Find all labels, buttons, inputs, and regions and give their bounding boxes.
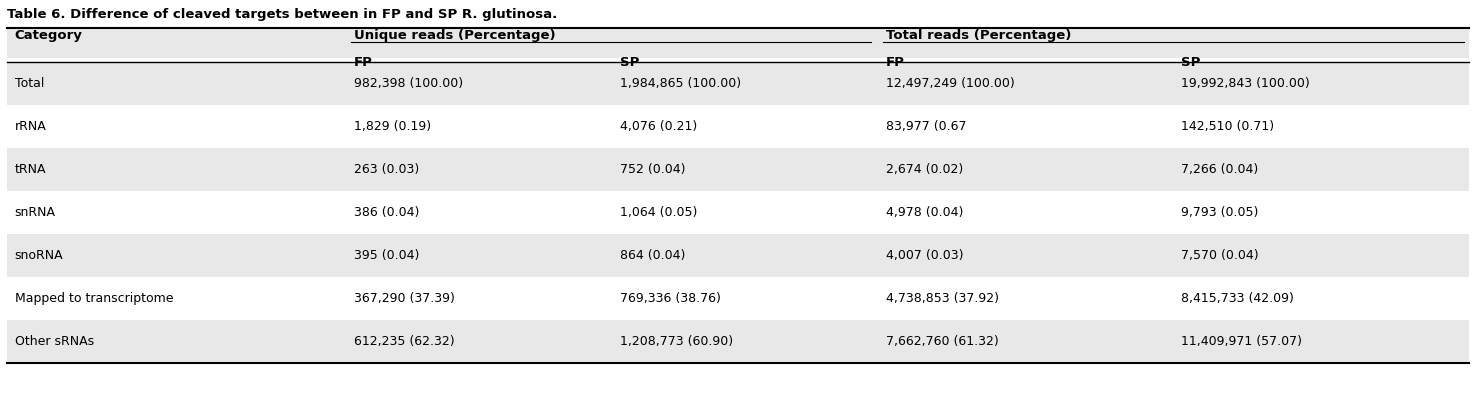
Bar: [7, 191, 1469, 234]
Text: 2,674 (0.02): 2,674 (0.02): [886, 163, 962, 176]
Text: snoRNA: snoRNA: [15, 249, 63, 261]
Text: SP: SP: [1181, 56, 1200, 69]
Text: Other sRNAs: Other sRNAs: [15, 335, 94, 347]
Bar: [7, 234, 1469, 277]
Text: 8,415,733 (42.09): 8,415,733 (42.09): [1181, 292, 1293, 304]
Text: Total reads (Percentage): Total reads (Percentage): [886, 29, 1072, 42]
Text: 7,662,760 (61.32): 7,662,760 (61.32): [886, 335, 998, 347]
Text: 4,978 (0.04): 4,978 (0.04): [886, 206, 962, 219]
Text: 864 (0.04): 864 (0.04): [620, 249, 685, 261]
Text: 11,409,971 (57.07): 11,409,971 (57.07): [1181, 335, 1302, 347]
Text: 4,007 (0.03): 4,007 (0.03): [886, 249, 964, 261]
Text: tRNA: tRNA: [15, 163, 46, 176]
Text: 769,336 (38.76): 769,336 (38.76): [620, 292, 720, 304]
Bar: [7, 28, 1469, 58]
Text: 1,984,865 (100.00): 1,984,865 (100.00): [620, 77, 741, 90]
Text: FP: FP: [354, 56, 373, 69]
Text: Table 6. Difference of cleaved targets between in FP and SP R. glutinosa.: Table 6. Difference of cleaved targets b…: [7, 8, 558, 21]
Text: Category: Category: [15, 29, 83, 42]
Text: Mapped to transcriptome: Mapped to transcriptome: [15, 292, 173, 304]
Text: 9,793 (0.05): 9,793 (0.05): [1181, 206, 1258, 219]
Text: 19,992,843 (100.00): 19,992,843 (100.00): [1181, 77, 1309, 90]
Text: 83,977 (0.67: 83,977 (0.67: [886, 120, 967, 133]
Text: 367,290 (37.39): 367,290 (37.39): [354, 292, 455, 304]
Text: SP: SP: [620, 56, 639, 69]
Text: Total: Total: [15, 77, 44, 90]
Text: 7,266 (0.04): 7,266 (0.04): [1181, 163, 1258, 176]
Text: 4,076 (0.21): 4,076 (0.21): [620, 120, 697, 133]
Bar: [7, 277, 1469, 320]
Bar: [7, 148, 1469, 191]
Text: 395 (0.04): 395 (0.04): [354, 249, 419, 261]
Text: 4,738,853 (37.92): 4,738,853 (37.92): [886, 292, 999, 304]
Bar: [7, 105, 1469, 148]
Text: 263 (0.03): 263 (0.03): [354, 163, 419, 176]
Bar: [7, 320, 1469, 363]
Text: Unique reads (Percentage): Unique reads (Percentage): [354, 29, 556, 42]
Text: 982,398 (100.00): 982,398 (100.00): [354, 77, 463, 90]
Text: FP: FP: [886, 56, 905, 69]
Text: snRNA: snRNA: [15, 206, 56, 219]
Text: 142,510 (0.71): 142,510 (0.71): [1181, 120, 1274, 133]
Text: 1,208,773 (60.90): 1,208,773 (60.90): [620, 335, 734, 347]
Text: 12,497,249 (100.00): 12,497,249 (100.00): [886, 77, 1014, 90]
Text: 7,570 (0.04): 7,570 (0.04): [1181, 249, 1259, 261]
Text: 386 (0.04): 386 (0.04): [354, 206, 419, 219]
Text: 612,235 (62.32): 612,235 (62.32): [354, 335, 455, 347]
Text: 1,829 (0.19): 1,829 (0.19): [354, 120, 431, 133]
Bar: [7, 62, 1469, 105]
Text: 752 (0.04): 752 (0.04): [620, 163, 685, 176]
Text: 1,064 (0.05): 1,064 (0.05): [620, 206, 697, 219]
Text: rRNA: rRNA: [15, 120, 47, 133]
